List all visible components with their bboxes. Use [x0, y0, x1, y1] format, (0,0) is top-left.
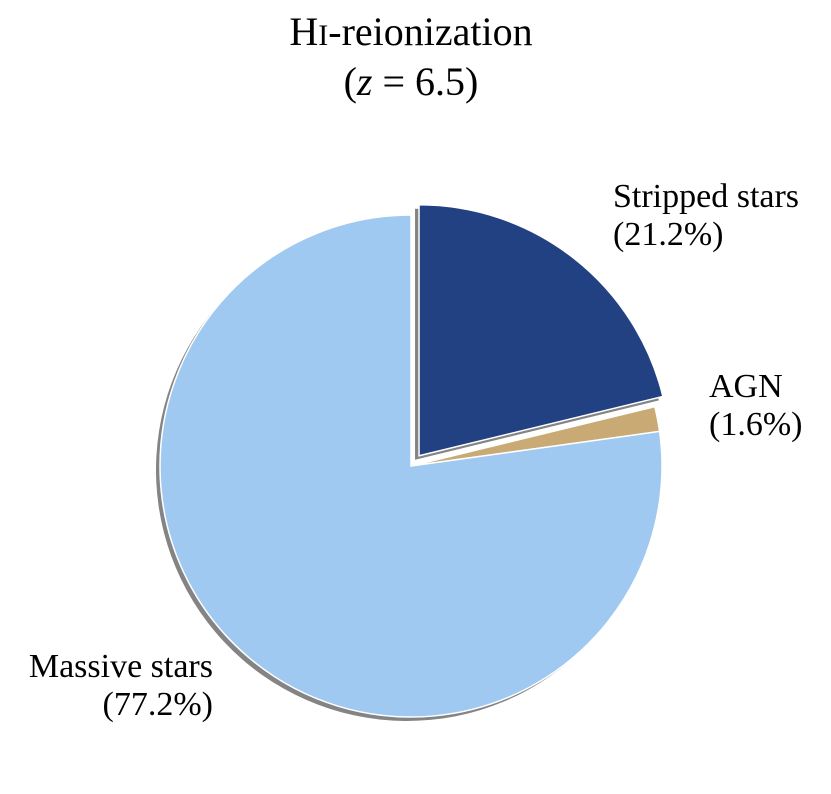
slices-group	[159, 204, 664, 718]
label-pct-agn: (1.6%)	[709, 406, 802, 443]
label-massive-stars: Massive stars (77.2%)	[29, 648, 213, 723]
subtitle-var: z	[356, 59, 373, 104]
label-name-agn: AGN	[709, 368, 783, 405]
slice-massive-stars	[159, 214, 663, 718]
title-h: H	[289, 9, 318, 54]
title-i: I	[318, 19, 328, 52]
slice-stripped-stars	[418, 204, 664, 457]
title-rest: -reionization	[328, 9, 532, 54]
label-name-stripped-stars: Stripped stars	[613, 178, 799, 215]
labels-group: Stripped stars (21.2%) AGN (1.6%) Massive st…	[29, 178, 803, 723]
label-pct-massive-stars: (77.2%)	[103, 686, 213, 723]
label-name-massive-stars: Massive stars	[29, 648, 213, 685]
chart-subtitle: (z = 6.5)	[344, 59, 479, 104]
label-stripped-stars: Stripped stars (21.2%)	[613, 178, 799, 253]
chart-title: HI-reionization	[289, 9, 532, 54]
label-agn: AGN (1.6%)	[709, 368, 802, 443]
label-pct-stripped-stars: (21.2%)	[613, 216, 723, 253]
